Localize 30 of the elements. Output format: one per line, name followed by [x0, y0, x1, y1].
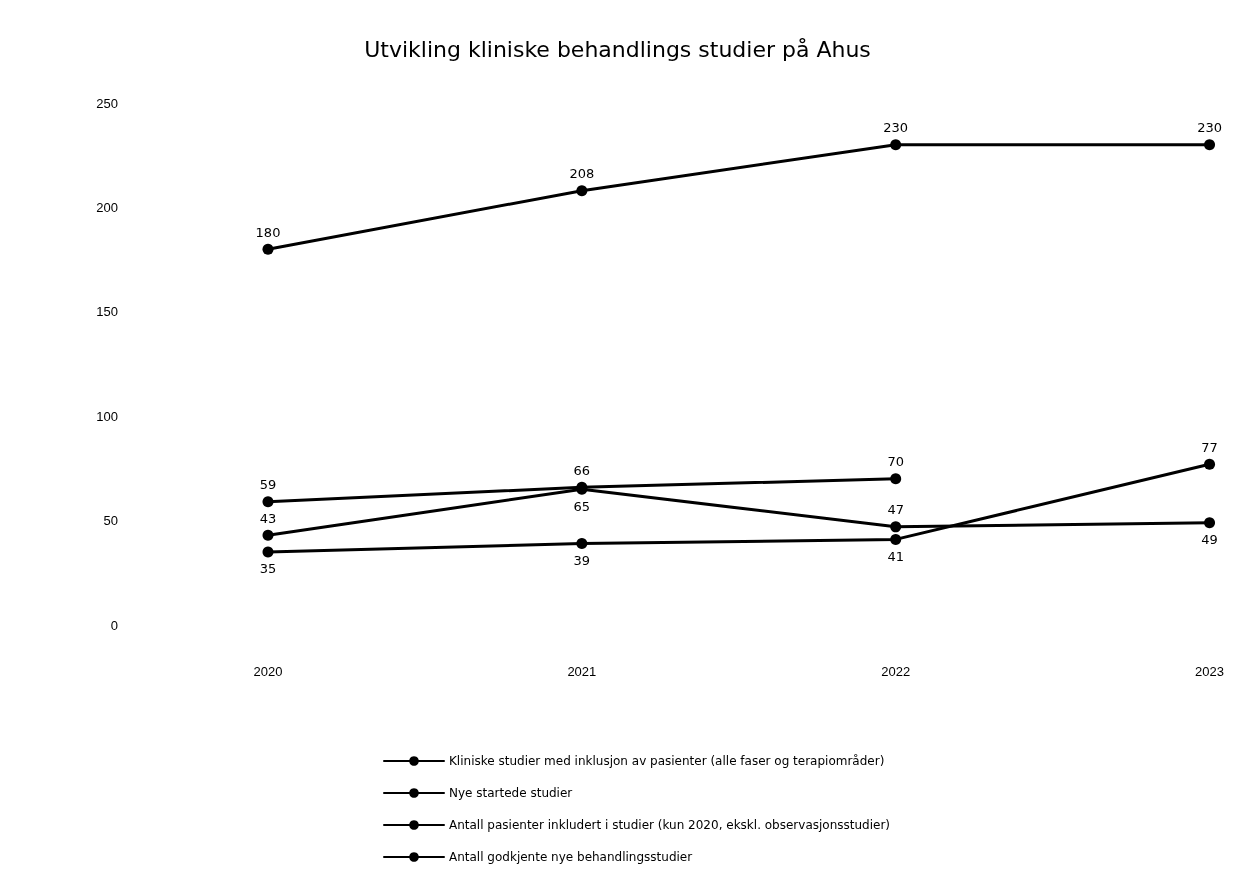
legend-label: Nye startede studier: [449, 786, 573, 800]
data-label: 39: [573, 553, 591, 569]
data-label: 35: [259, 561, 277, 577]
data-label: 70: [887, 454, 904, 470]
y-tick-label: 100: [96, 408, 118, 424]
data-label: 49: [1201, 532, 1218, 548]
y-tick-label: 250: [96, 95, 118, 111]
data-label: 66: [573, 462, 591, 478]
y-tick-label: 150: [96, 304, 118, 320]
data-label: 41: [887, 548, 904, 564]
y-tick-label: 200: [96, 199, 118, 215]
data-label: 208: [569, 166, 595, 182]
x-tick-label: 2020: [253, 664, 283, 679]
data-label: 230: [883, 120, 909, 136]
x-tick-label: 2022: [881, 664, 911, 679]
data-label: 59: [259, 477, 277, 493]
legend-label: Antall godkjente nye behandlingsstudier: [449, 850, 693, 864]
legend-label: Kliniske studier med inklusjon av pasienter (alle faser og terapiområder): [449, 754, 885, 768]
data-label: 47: [887, 502, 904, 518]
legend-label: Antall pasienter inkludert i studier (kun 2020, ekskl. observasjonsstudier): [449, 818, 891, 832]
data-label: 230: [1197, 120, 1222, 136]
data-label: 77: [1201, 439, 1218, 455]
y-tick-label: 50: [103, 513, 118, 529]
data-label: 65: [573, 498, 591, 514]
x-tick-label: 2023: [1195, 664, 1224, 679]
data-label: 43: [259, 510, 277, 526]
x-tick-label: 2021: [567, 664, 597, 679]
chart-title: Utvikling kliniske behandlings studier på Ahus: [364, 36, 871, 62]
y-tick-label: 0: [110, 617, 118, 633]
data-label: 180: [255, 224, 281, 240]
